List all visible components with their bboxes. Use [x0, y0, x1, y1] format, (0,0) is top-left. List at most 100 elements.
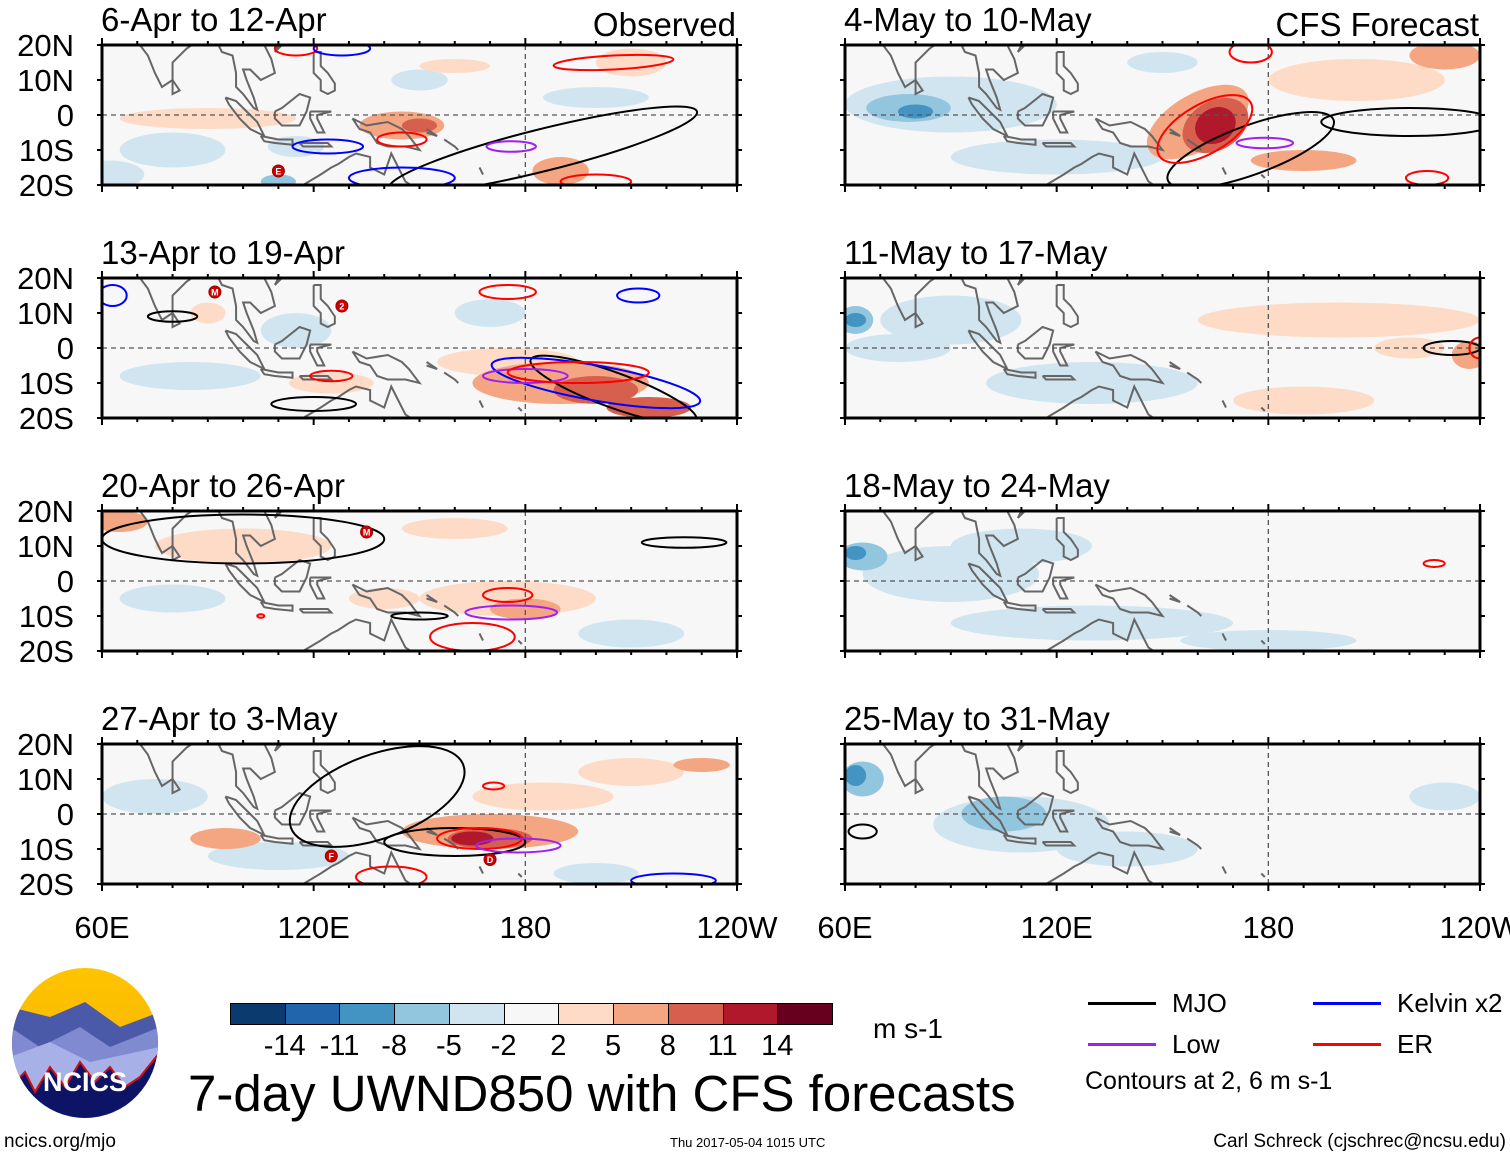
coastline — [273, 744, 284, 752]
er-contour — [482, 781, 506, 791]
storm-label: F — [329, 852, 335, 862]
legend-label: Kelvin x2 — [1397, 988, 1503, 1018]
kelvin-contour — [630, 872, 717, 884]
latitude-label: 10S — [18, 133, 74, 168]
observed-label: Observed — [592, 6, 736, 43]
wind-anomaly-fill — [1197, 302, 1480, 338]
er-contour — [506, 361, 650, 384]
tropical-cyclone-icon: M — [208, 285, 222, 299]
colorbar-swatch — [667, 1003, 724, 1025]
low-contour — [1235, 136, 1295, 150]
coastline — [171, 79, 182, 96]
mjo-contour — [1320, 107, 1480, 137]
latitude-label: 10N — [17, 63, 74, 98]
coastline — [1169, 361, 1181, 370]
coastline — [309, 343, 332, 367]
colorbar-label: -14 — [263, 1030, 306, 1062]
colorbar-label: -2 — [490, 1030, 517, 1062]
latitude-label: 0 — [56, 98, 74, 133]
wind-anomaly-fill — [102, 511, 148, 532]
latitude-label: 20N — [17, 727, 74, 762]
colorbar-swatch — [394, 1003, 450, 1025]
mjo-contour — [1166, 111, 1335, 185]
panel-title: 6-Apr to 12-Apr — [101, 1, 327, 38]
coastline — [351, 816, 423, 851]
storm-label: 2 — [339, 302, 344, 312]
wind-anomaly-fill — [1374, 337, 1445, 359]
panel-title: 25-May to 31-May — [844, 700, 1110, 737]
coastline — [298, 142, 334, 148]
coastline — [517, 872, 523, 878]
wind-anomaly-fill — [391, 69, 448, 91]
footer-url[interactable]: ncics.org/mjo — [4, 1131, 116, 1152]
er-contour — [429, 622, 516, 651]
coastline — [426, 361, 438, 370]
wind-anomaly-fill — [845, 546, 867, 560]
tropical-cyclone-icon: D — [483, 853, 497, 866]
coastline — [1016, 325, 1055, 360]
er-contour — [1228, 45, 1273, 64]
coastline — [443, 604, 460, 617]
coastline — [1094, 117, 1166, 152]
colorbar-swatch — [777, 1003, 833, 1025]
legend-label: ER — [1397, 1029, 1434, 1059]
wind-anomaly-fill — [490, 598, 561, 620]
figure-title: 7-day UWND850 with CFS forecasts — [188, 1065, 1016, 1122]
wind-anomaly-fill — [1233, 386, 1375, 415]
latitude-label: 0 — [56, 797, 74, 832]
coastline — [1260, 173, 1266, 179]
coastline — [259, 834, 294, 845]
wind-anomaly-fill — [401, 518, 508, 539]
mjo-contour — [146, 310, 199, 323]
wind-anomaly-fill — [348, 588, 420, 609]
wind-anomaly-fill — [119, 108, 297, 129]
colorbar-label: -8 — [381, 1030, 408, 1062]
coastline — [1016, 278, 1027, 286]
latitude-label: 10N — [17, 296, 74, 331]
er-contour — [273, 45, 319, 57]
coastline — [1169, 128, 1181, 137]
coastline — [312, 284, 336, 329]
coastline — [1041, 841, 1077, 847]
longitude-label: 60E — [817, 910, 873, 945]
coastline — [273, 558, 312, 593]
wind-anomaly-fill — [986, 362, 1198, 404]
coastline — [1221, 866, 1227, 874]
latitude-label: 0 — [56, 564, 74, 599]
low-legend-line — [1088, 1043, 1156, 1046]
panel-title: 27-Apr to 3-May — [101, 700, 338, 737]
coastline — [1186, 604, 1203, 617]
coastline — [1055, 517, 1079, 562]
mjo-contour — [270, 396, 358, 412]
er-contour — [1404, 170, 1450, 185]
coastline — [273, 45, 284, 53]
latitude-label: 20S — [18, 634, 74, 669]
low-contour — [485, 140, 537, 153]
mjo-contour — [640, 536, 728, 549]
latitude-label: 10S — [18, 366, 74, 401]
wind-anomaly-fill — [119, 584, 226, 613]
coastline — [478, 400, 484, 408]
coastline — [301, 616, 413, 651]
coastline — [517, 639, 523, 645]
colorbar-swatch — [448, 1003, 505, 1025]
latitude-label: 20N — [17, 261, 74, 296]
coastline — [1052, 343, 1075, 367]
wind-anomaly-fill — [1195, 107, 1236, 144]
coastline — [1041, 608, 1077, 614]
footer-timestamp: Thu 2017-05-04 1015 UTC — [670, 1135, 826, 1150]
coastline — [1016, 511, 1027, 519]
coastline — [1044, 150, 1156, 185]
coastline — [273, 791, 312, 826]
kelvin-contour — [102, 284, 128, 307]
legend-label: MJO — [1172, 988, 1227, 1018]
longitude-label: 120E — [1020, 910, 1093, 945]
wind-anomaly-fill — [1409, 45, 1480, 70]
coastline — [478, 866, 484, 874]
coastline — [1055, 284, 1079, 329]
colorbar-label: 11 — [707, 1030, 738, 1062]
latitude-label: 10N — [17, 762, 74, 797]
coastline — [1002, 601, 1037, 612]
coastline — [273, 325, 312, 360]
coastline — [914, 312, 925, 329]
